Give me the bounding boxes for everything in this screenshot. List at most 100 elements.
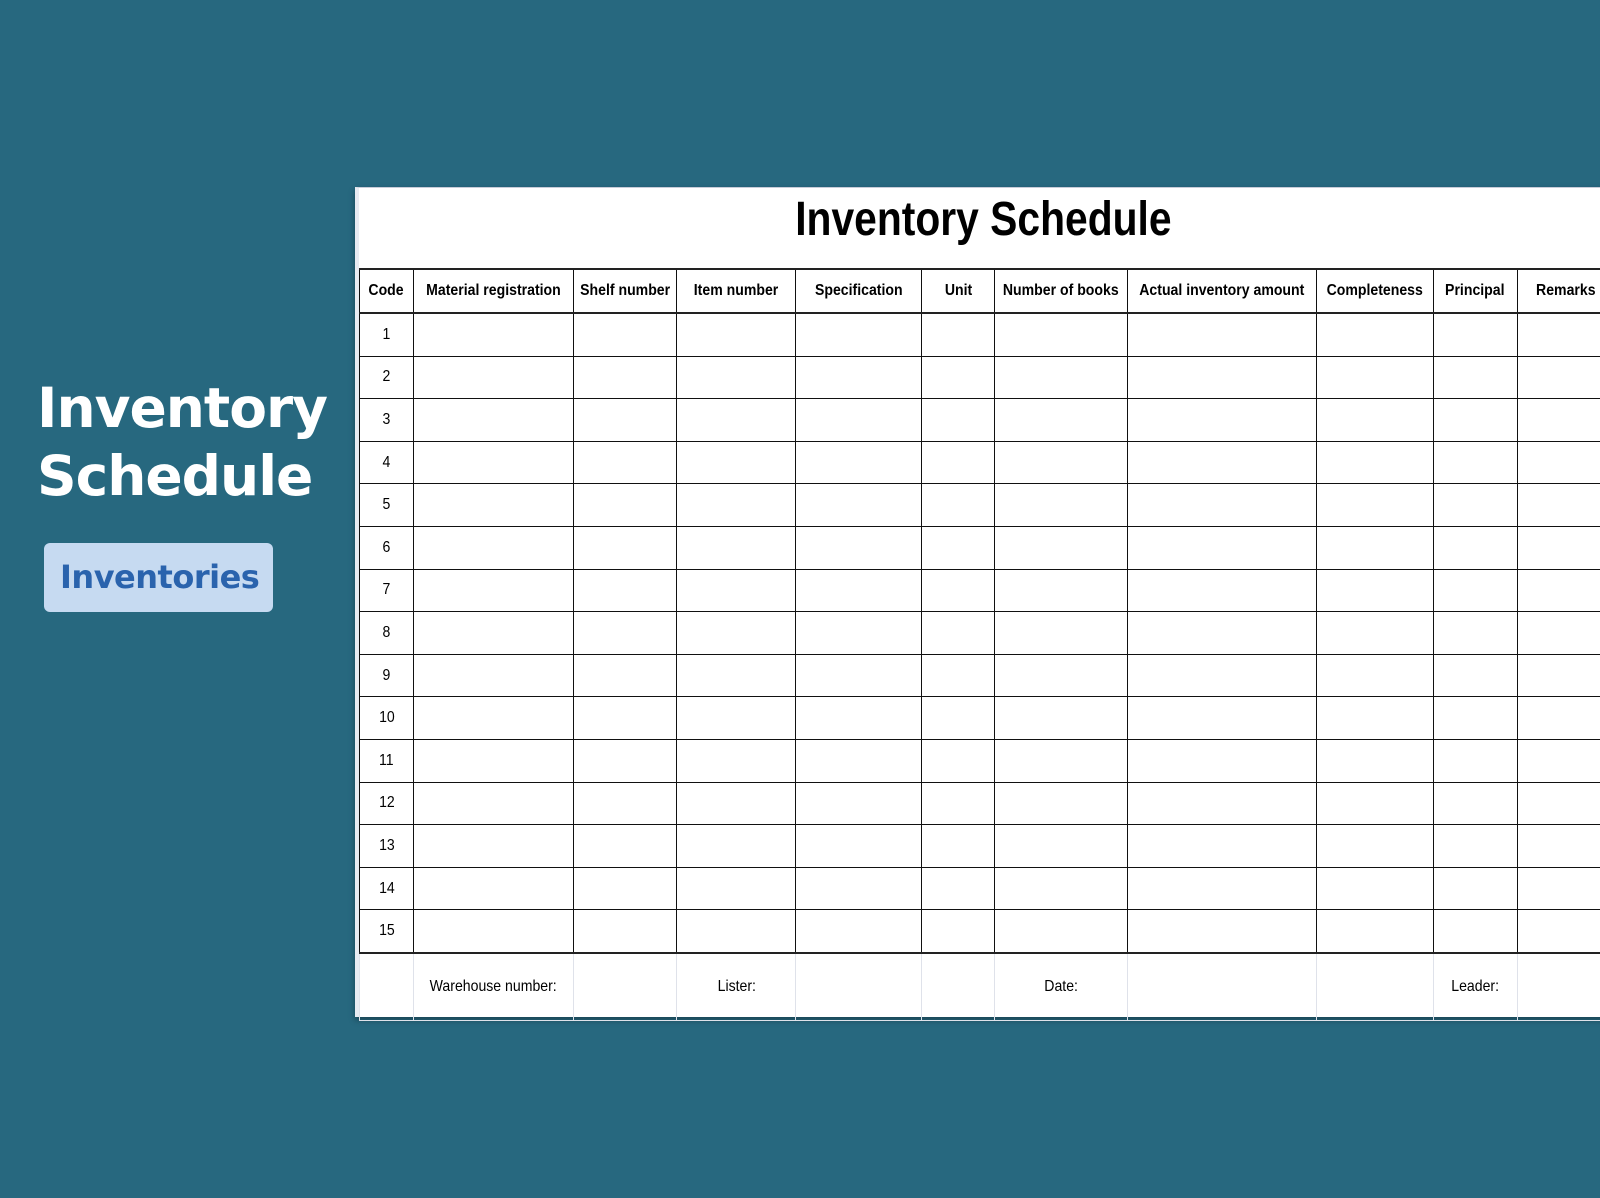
table-cell[interactable]	[994, 824, 1128, 868]
table-cell[interactable]	[994, 312, 1128, 357]
table-cell[interactable]	[1127, 398, 1317, 442]
table-cell[interactable]	[1432, 483, 1518, 527]
table-cell[interactable]	[921, 312, 996, 357]
table-cell[interactable]	[1516, 611, 1600, 655]
table-cell[interactable]	[1432, 653, 1518, 698]
table-cell[interactable]	[994, 866, 1128, 911]
table-cell[interactable]	[573, 483, 678, 527]
table-cell[interactable]	[1127, 909, 1317, 954]
table-cell[interactable]	[994, 355, 1128, 400]
table-cell[interactable]	[795, 611, 923, 655]
table-cell[interactable]	[412, 440, 575, 485]
table-cell[interactable]	[573, 653, 678, 698]
table-cell[interactable]	[795, 824, 923, 868]
table-cell[interactable]	[1127, 781, 1317, 826]
table-cell[interactable]	[994, 525, 1128, 570]
table-cell[interactable]	[1516, 653, 1600, 698]
table-cell[interactable]	[1315, 312, 1434, 357]
table-cell[interactable]	[795, 568, 923, 613]
table-cell[interactable]	[1516, 696, 1600, 740]
table-cell[interactable]	[1516, 398, 1600, 442]
table-cell[interactable]	[1127, 568, 1317, 613]
table-cell[interactable]	[921, 568, 996, 613]
table-cell[interactable]	[795, 781, 923, 826]
table-cell[interactable]	[1315, 909, 1434, 954]
table-cell[interactable]	[676, 398, 797, 442]
table-cell[interactable]	[412, 738, 575, 783]
table-cell[interactable]	[921, 696, 996, 740]
table-cell[interactable]	[994, 611, 1128, 655]
table-cell[interactable]	[994, 781, 1128, 826]
table-cell[interactable]	[921, 738, 996, 783]
table-cell[interactable]	[1516, 866, 1600, 911]
table-cell[interactable]	[1432, 312, 1518, 357]
table-cell[interactable]	[412, 866, 575, 911]
table-cell[interactable]	[1516, 525, 1600, 570]
table-cell[interactable]	[994, 909, 1128, 954]
table-cell[interactable]	[921, 824, 996, 868]
table-cell[interactable]	[676, 781, 797, 826]
table-cell[interactable]	[676, 355, 797, 400]
table-cell[interactable]	[1127, 611, 1317, 655]
table-cell[interactable]	[573, 398, 678, 442]
table-cell[interactable]	[412, 653, 575, 698]
table-cell[interactable]	[1315, 781, 1434, 826]
table-cell[interactable]	[412, 568, 575, 613]
table-cell[interactable]	[795, 398, 923, 442]
table-cell[interactable]	[994, 483, 1128, 527]
table-cell[interactable]	[412, 525, 575, 570]
table-cell[interactable]	[1127, 824, 1317, 868]
table-cell[interactable]	[1516, 312, 1600, 357]
table-cell[interactable]	[412, 483, 575, 527]
table-cell[interactable]	[412, 355, 575, 400]
table-cell[interactable]	[1432, 781, 1518, 826]
table-cell[interactable]	[795, 696, 923, 740]
table-cell[interactable]	[795, 440, 923, 485]
table-cell[interactable]	[1315, 653, 1434, 698]
table-cell[interactable]	[1315, 611, 1434, 655]
table-cell[interactable]	[1516, 909, 1600, 954]
table-cell[interactable]	[1127, 525, 1317, 570]
table-cell[interactable]	[1432, 611, 1518, 655]
table-cell[interactable]	[573, 312, 678, 357]
table-cell[interactable]	[676, 611, 797, 655]
footer-cell[interactable]	[921, 951, 996, 1021]
table-cell[interactable]	[994, 738, 1128, 783]
table-cell[interactable]	[1315, 696, 1434, 740]
table-cell[interactable]	[573, 781, 678, 826]
table-cell[interactable]	[795, 525, 923, 570]
table-cell[interactable]	[412, 909, 575, 954]
table-cell[interactable]	[1432, 568, 1518, 613]
table-cell[interactable]	[1516, 440, 1600, 485]
table-cell[interactable]	[921, 781, 996, 826]
table-cell[interactable]	[921, 611, 996, 655]
table-cell[interactable]	[1516, 355, 1600, 400]
table-cell[interactable]	[412, 781, 575, 826]
table-cell[interactable]	[1315, 824, 1434, 868]
table-cell[interactable]	[573, 568, 678, 613]
table-cell[interactable]	[1315, 738, 1434, 783]
table-cell[interactable]	[1127, 355, 1317, 400]
table-cell[interactable]	[921, 483, 996, 527]
table-cell[interactable]	[921, 866, 996, 911]
table-cell[interactable]	[921, 653, 996, 698]
table-cell[interactable]	[1432, 696, 1518, 740]
table-cell[interactable]	[573, 525, 678, 570]
table-cell[interactable]	[795, 909, 923, 954]
table-cell[interactable]	[921, 440, 996, 485]
table-cell[interactable]	[994, 440, 1128, 485]
table-cell[interactable]	[795, 866, 923, 911]
table-cell[interactable]	[1432, 398, 1518, 442]
table-cell[interactable]	[1516, 824, 1600, 868]
table-cell[interactable]	[573, 738, 678, 783]
table-cell[interactable]	[676, 483, 797, 527]
table-cell[interactable]	[676, 696, 797, 740]
footer-cell[interactable]	[795, 951, 923, 1021]
table-cell[interactable]	[1127, 440, 1317, 485]
table-cell[interactable]	[1315, 398, 1434, 442]
table-cell[interactable]	[573, 866, 678, 911]
table-cell[interactable]	[676, 738, 797, 783]
table-cell[interactable]	[676, 909, 797, 954]
table-cell[interactable]	[1315, 568, 1434, 613]
table-cell[interactable]	[795, 738, 923, 783]
